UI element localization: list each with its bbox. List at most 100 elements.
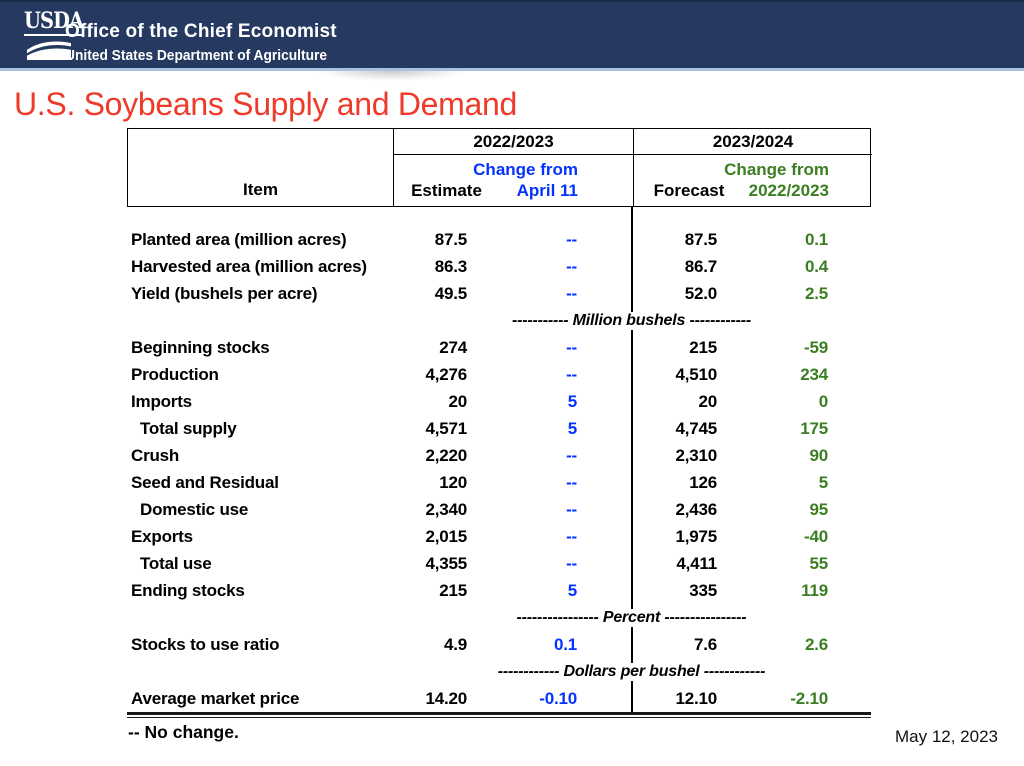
usda-logo-text: USDA [24,8,84,36]
unit-separator-row: ----------- Million bushels ------------ [127,307,871,334]
table-row: Seed and Residual 120 -- 126 5 [127,469,871,496]
estimate-column-header: Estimate [411,181,482,200]
cell-change-from-prior-year: 234 [800,364,828,384]
table-row: Domestic use 2,340 -- 2,436 95 [127,496,871,523]
cell-change-from-prior-year: 0 [818,391,828,411]
table-row: Average market price 14.20 -0.10 12.10 -2.10 [127,685,871,712]
subheader-row: Forecast 2022/2023 [634,181,872,201]
slide-date: May 12, 2023 [894,727,998,746]
row-label: Average market price [131,688,300,708]
cell-estimate: 87.5 [434,229,467,249]
unit-separator-box: ----------- Million bushels ------------ [392,307,871,334]
table-row: Exports 2,015 -- 1,975 -40 [127,523,871,550]
unit-separator-row: ------------ Dollars per bushel --------… [127,658,871,685]
table-row: Beginning stocks 274 -- 215 -59 [127,334,871,361]
column-group-2023-2024: 2023/2024 Change from Forecast 2022/2023 [633,129,872,206]
cell-forecast: 87.5 [684,229,717,249]
cell-estimate: 4,355 [425,553,467,573]
cell-change-from-april11: -- [566,256,577,276]
cell-change-from-prior-year: -59 [804,337,828,357]
usda-header-band: USDA Office of the Chief Economist Unite… [0,0,1024,71]
unit-separator-label: ---------------- Percent ---------------… [514,608,749,627]
row-label: Exports [131,526,193,546]
table-header: Item 2022/2023 Change from Estimate Apri… [127,128,872,207]
change-from-label: Change from [473,160,578,179]
cell-estimate: 2,220 [425,445,467,465]
cell-change-from-prior-year: 0.4 [804,256,828,276]
department-subtitle: United States Department of Agriculture [65,48,328,64]
cell-change-from-prior-year: 175 [800,418,828,438]
usda-swoosh-icon [24,38,80,60]
cell-change-from-april11: -- [566,337,577,357]
cell-estimate: 4,276 [425,364,467,384]
table-row: Stocks to use ratio 4.9 0.1 7.6 2.6 [127,631,871,658]
cell-estimate: 2,340 [425,499,467,519]
cell-estimate: 274 [439,337,467,357]
cell-forecast: 215 [689,337,717,357]
usda-logo: USDA [24,8,84,60]
cell-forecast: 126 [689,472,717,492]
row-label: Seed and Residual [131,472,279,492]
cell-change-from-april11: -- [566,553,577,573]
row-label: Total use [140,553,212,573]
slide-shadow-artifact [316,71,466,81]
slide-title: U.S. Soybeans Supply and Demand [14,86,518,122]
row-label: Crush [131,445,180,465]
unit-separator-label: ------------ Dollars per bushel --------… [495,662,768,681]
cell-change-from-prior-year: 2.6 [804,634,828,654]
row-label: Stocks to use ratio [131,634,280,654]
cell-forecast: 20 [698,391,717,411]
table-row: Crush 2,220 -- 2,310 90 [127,442,871,469]
cell-forecast: 2,436 [675,499,717,519]
change-basis-label: 2022/2023 [748,181,829,200]
cell-forecast: 335 [689,580,717,600]
table-row: Total supply 4,571 5 4,745 175 [127,415,871,442]
row-label: Total supply [140,418,237,438]
cell-change-from-prior-year: 2.5 [804,283,828,303]
cell-estimate: 4.9 [443,634,467,654]
row-label: Ending stocks [131,580,245,600]
change-basis-label: April 11 [516,181,578,200]
unit-separator-box: ---------------- Percent ---------------… [392,604,871,631]
cell-change-from-prior-year: 0.1 [804,229,828,249]
table-row: Imports 20 5 20 0 [127,388,871,415]
usda-banner-titles: Office of the Chief Economist United Sta… [65,21,341,64]
cell-forecast: 4,745 [675,418,717,438]
cell-estimate: 20 [448,391,467,411]
cell-forecast: 1,975 [675,526,717,546]
unit-separator-label: ----------- Million bushels ------------ [509,311,753,330]
unit-separator-box: ------------ Dollars per bushel --------… [392,658,871,685]
row-label: Yield (bushels per acre) [131,283,318,303]
cell-estimate: 2,015 [425,526,467,546]
year-header-2023-2024: 2023/2024 [634,129,872,155]
table-bottom-rule [127,712,871,718]
table-row: Total use 4,355 -- 4,411 55 [127,550,871,577]
cell-change-from-prior-year: 5 [818,472,828,492]
change-from-label: Change from [724,160,829,179]
table-row: Yield (bushels per acre) 49.5 -- 52.0 2.5 [127,280,871,307]
cell-change-from-april11: -- [566,445,577,465]
header-body-gap [127,207,871,226]
unit-separator-row: ---------------- Percent ---------------… [127,604,871,631]
row-label: Planted area (million acres) [131,229,347,249]
cell-change-from-april11: -- [566,229,577,249]
cell-estimate: 120 [439,472,467,492]
cell-change-from-april11: -- [566,499,577,519]
table-row: Ending stocks 215 5 335 119 [127,577,871,604]
cell-change-from-april11: -- [566,472,577,492]
cell-estimate: 4,571 [425,418,467,438]
table-row: Planted area (million acres) 87.5 -- 87.5 0.… [127,226,871,253]
cell-change-from-prior-year: 119 [801,580,828,600]
cell-forecast: 52.0 [684,283,717,303]
row-label: Beginning stocks [131,337,270,357]
cell-change-from-april11: -0.10 [539,688,577,708]
cell-change-from-prior-year: 95 [809,499,828,519]
cell-change-from-prior-year: 55 [809,553,828,573]
column-group-2022-2023: 2022/2023 Change from Estimate April 11 [393,129,633,206]
item-column-header: Item [243,180,278,199]
no-change-footnote: -- No change. [128,722,239,742]
cell-forecast: 7.6 [693,634,717,654]
cell-change-from-april11: 5 [567,418,577,438]
cell-forecast: 4,510 [675,364,717,384]
